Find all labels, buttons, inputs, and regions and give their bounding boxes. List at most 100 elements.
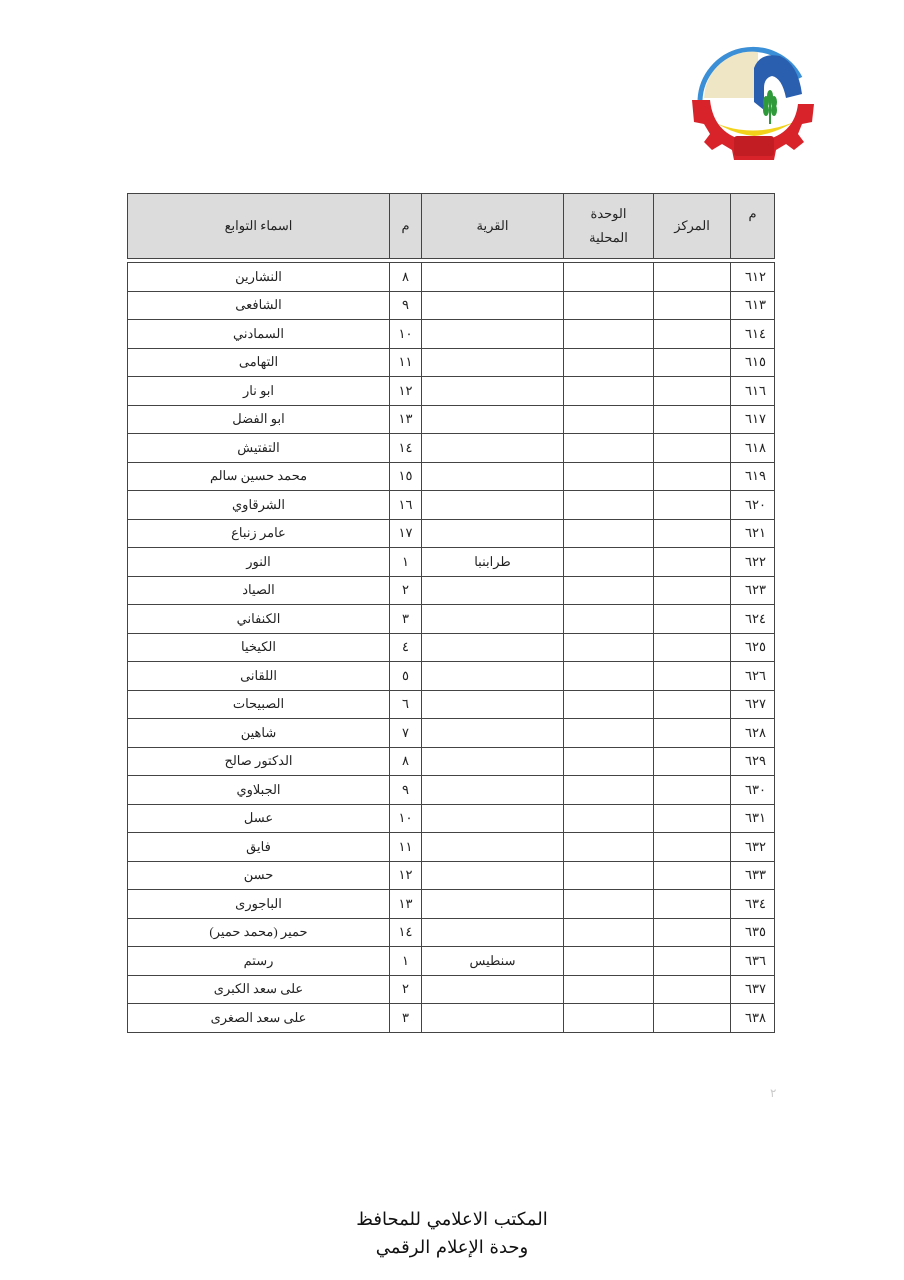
cell-dependency-name: الدكتور صالح bbox=[127, 746, 390, 776]
cell-dependency-name: الباجورى bbox=[127, 889, 390, 919]
cell-serial: ٦٣٤ bbox=[730, 889, 775, 919]
cell-serial: ٦٢٧ bbox=[730, 689, 775, 719]
cell-village bbox=[421, 889, 564, 919]
cell-sub-number: ١٤ bbox=[389, 917, 422, 947]
cell-markaz bbox=[653, 974, 731, 1004]
cell-markaz bbox=[653, 490, 731, 520]
cell-local-unit bbox=[563, 689, 654, 719]
cell-village bbox=[421, 347, 564, 377]
table-row: ٦٣٢ ١١ فايق bbox=[127, 832, 775, 862]
table-row: ٦١٣ ٩ الشافعى bbox=[127, 290, 775, 320]
cell-dependency-name: الجبلاوي bbox=[127, 775, 390, 805]
beheira-logo bbox=[692, 46, 814, 160]
cell-dependency-name: النشارين bbox=[127, 262, 390, 292]
table-row: ٦٢٠ ١٦ الشرقاوي bbox=[127, 490, 775, 520]
cell-markaz bbox=[653, 775, 731, 805]
cell-sub-number: ٥ bbox=[389, 661, 422, 691]
cell-sub-number: ٢ bbox=[389, 575, 422, 605]
cell-local-unit bbox=[563, 974, 654, 1004]
cell-local-unit bbox=[563, 433, 654, 463]
cell-dependency-name: حسن bbox=[127, 860, 390, 890]
cell-markaz bbox=[653, 718, 731, 748]
cell-markaz bbox=[653, 746, 731, 776]
table-row: ٦٣١ ١٠ عسل bbox=[127, 803, 775, 833]
cell-serial: ٦١٢ bbox=[730, 262, 775, 292]
cell-markaz bbox=[653, 689, 731, 719]
cell-village bbox=[421, 1003, 564, 1033]
cell-markaz bbox=[653, 319, 731, 349]
cell-sub-number: ٧ bbox=[389, 718, 422, 748]
cell-markaz bbox=[653, 290, 731, 320]
cell-village bbox=[421, 490, 564, 520]
cell-markaz bbox=[653, 917, 731, 947]
cell-local-unit bbox=[563, 1003, 654, 1033]
cell-markaz bbox=[653, 518, 731, 548]
cell-serial: ٦١٩ bbox=[730, 461, 775, 491]
cell-serial: ٦١٧ bbox=[730, 404, 775, 434]
table-row: ٦١٩ ١٥ محمد حسين سالم bbox=[127, 461, 775, 491]
cell-local-unit bbox=[563, 746, 654, 776]
cell-village bbox=[421, 746, 564, 776]
table-row: ٦٢٥ ٤ الكيخيا bbox=[127, 632, 775, 662]
table-row: ٦١٧ ١٣ ابو الفضل bbox=[127, 404, 775, 434]
cell-sub-number: ١٣ bbox=[389, 889, 422, 919]
cell-dependency-name: حمير (محمد حمير) bbox=[127, 917, 390, 947]
cell-dependency-name: ابو نار bbox=[127, 376, 390, 406]
cell-village bbox=[421, 632, 564, 662]
cell-village bbox=[421, 689, 564, 719]
cell-village bbox=[421, 404, 564, 434]
cell-serial: ٦٢١ bbox=[730, 518, 775, 548]
table-row: ٦٢٤ ٣ الكنفاني bbox=[127, 604, 775, 634]
table-row: ٦٣٣ ١٢ حسن bbox=[127, 860, 775, 890]
cell-serial: ٦٢٠ bbox=[730, 490, 775, 520]
cell-markaz bbox=[653, 1003, 731, 1033]
cell-village bbox=[421, 433, 564, 463]
cell-dependency-name: اللقانى bbox=[127, 661, 390, 691]
cell-local-unit bbox=[563, 290, 654, 320]
cell-dependency-name: عامر زنباع bbox=[127, 518, 390, 548]
table-header: م المركز الوحدة المحلية القرية م اسماء ا… bbox=[127, 193, 775, 259]
table-row: ٦١٦ ١٢ ابو نار bbox=[127, 376, 775, 406]
table-row: ٦٣٨ ٣ على سعد الصغرى bbox=[127, 1003, 775, 1033]
cell-dependency-name: التفتيش bbox=[127, 433, 390, 463]
cell-sub-number: ١٥ bbox=[389, 461, 422, 491]
cell-serial: ٦٢٢ bbox=[730, 547, 775, 577]
cell-sub-number: ٩ bbox=[389, 290, 422, 320]
cell-sub-number: ١٤ bbox=[389, 433, 422, 463]
cell-local-unit bbox=[563, 832, 654, 862]
cell-village bbox=[421, 974, 564, 1004]
cell-markaz bbox=[653, 889, 731, 919]
table-row: ٦٢٨ ٧ شاهين bbox=[127, 718, 775, 748]
cell-sub-number: ١٦ bbox=[389, 490, 422, 520]
cell-markaz bbox=[653, 547, 731, 577]
cell-serial: ٦١٥ bbox=[730, 347, 775, 377]
cell-village bbox=[421, 775, 564, 805]
cell-serial: ٦٣٠ bbox=[730, 775, 775, 805]
header-sub-number: م bbox=[389, 193, 422, 259]
cell-local-unit bbox=[563, 632, 654, 662]
cell-markaz bbox=[653, 604, 731, 634]
cell-local-unit bbox=[563, 604, 654, 634]
cell-local-unit bbox=[563, 262, 654, 292]
cell-sub-number: ١٧ bbox=[389, 518, 422, 548]
cell-local-unit bbox=[563, 661, 654, 691]
cell-dependency-name: شاهين bbox=[127, 718, 390, 748]
cell-dependency-name: النور bbox=[127, 547, 390, 577]
cell-village bbox=[421, 661, 564, 691]
cell-serial: ٦٣٢ bbox=[730, 832, 775, 862]
table-row: ٦٢٦ ٥ اللقانى bbox=[127, 661, 775, 691]
table-row: ٦٢١ ١٧ عامر زنباع bbox=[127, 518, 775, 548]
cell-village bbox=[421, 832, 564, 862]
cell-sub-number: ١ bbox=[389, 946, 422, 976]
cell-local-unit bbox=[563, 718, 654, 748]
cell-sub-number: ٨ bbox=[389, 262, 422, 292]
cell-serial: ٦١٣ bbox=[730, 290, 775, 320]
cell-markaz bbox=[653, 404, 731, 434]
cell-markaz bbox=[653, 632, 731, 662]
cell-serial: ٦١٦ bbox=[730, 376, 775, 406]
table-row: ٦٢٧ ٦ الصبيحات bbox=[127, 689, 775, 719]
cell-local-unit bbox=[563, 490, 654, 520]
cell-village bbox=[421, 575, 564, 605]
cell-serial: ٦٣٨ bbox=[730, 1003, 775, 1033]
dependencies-table: م المركز الوحدة المحلية القرية م اسماء ا… bbox=[127, 193, 775, 1033]
